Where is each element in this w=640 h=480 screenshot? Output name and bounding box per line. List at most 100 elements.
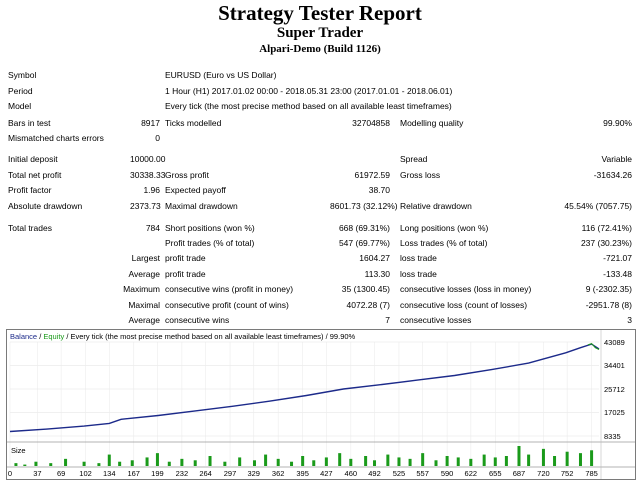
x-tick-label: 492 (368, 469, 381, 478)
x-tick-label: 427 (320, 469, 333, 478)
size-bar (338, 453, 342, 466)
report-cell: 9 (-2302.35) (585, 284, 632, 294)
size-bar (541, 448, 545, 466)
size-bar (252, 460, 256, 466)
size-bar (469, 458, 473, 466)
report-cell: 4072.28 (7) (346, 300, 390, 310)
size-bar (434, 460, 438, 466)
legend-description: / Every tick (the most precise method ba… (64, 332, 356, 341)
report-cell: 1 Hour (H1) 2017.01.02 00:00 - 2018.05.3… (165, 86, 453, 96)
report-cell: Expected payoff (165, 185, 226, 195)
x-tick-label: 297 (223, 469, 237, 478)
size-bar (565, 451, 569, 466)
report-cell: Mismatched charts errors (8, 133, 104, 143)
legend-balance: Balance (10, 332, 38, 341)
report-cell: profit trade (165, 269, 206, 279)
chart-legend: Balance / Equity / Every tick (the most … (10, 332, 355, 342)
size-bar (445, 456, 449, 466)
report-cell: loss trade (400, 269, 437, 279)
balance-chart: Balance / Equity / Every tick (the most … (6, 329, 636, 480)
report-cell: consecutive wins (profit in money) (165, 284, 294, 294)
size-bar (482, 454, 486, 466)
series-line-balance (9, 343, 600, 433)
size-bar (493, 457, 497, 466)
size-bar (397, 457, 401, 466)
report-cell: 7 (385, 315, 390, 325)
report-cell: Average (128, 269, 160, 279)
report-cell: Gross loss (400, 170, 441, 180)
report-cell: Spread (400, 154, 428, 164)
report-cell: 32704858 (352, 118, 390, 128)
x-tick-label: 557 (416, 469, 429, 478)
report-cell: Every tick (the most precise method base… (165, 101, 452, 111)
report-cell: Period (8, 86, 33, 96)
size-bar (155, 453, 159, 466)
report-cell: Maximum (123, 284, 160, 294)
y-tick-label: 17025 (604, 407, 625, 417)
report-cell: -133.48 (603, 269, 632, 279)
report-cell: 3 (627, 315, 632, 325)
ea-name: Super Trader (276, 25, 364, 41)
report-cell: 113.30 (364, 269, 390, 279)
size-bar (145, 457, 149, 466)
size-bar (49, 463, 53, 466)
report-cell: consecutive losses (400, 315, 472, 325)
report-cell: 1.96 (143, 185, 160, 195)
size-bar (97, 463, 101, 466)
report-cell: Short positions (won %) (165, 223, 255, 233)
x-tick-label: 0 (7, 469, 13, 478)
size-bar (421, 453, 425, 466)
size-bar (373, 460, 377, 466)
legend-equity: Equity (43, 332, 65, 341)
x-tick-label: 720 (537, 469, 550, 478)
report-cell: Total net profit (8, 170, 62, 180)
report-cell: -31634.26 (593, 170, 632, 180)
report-cell: Profit trades (% of total) (165, 238, 255, 248)
y-tick-label: 8335 (604, 431, 621, 441)
size-bar (590, 450, 594, 466)
report-cell: 784 (145, 223, 160, 233)
report-cell: profit trade (165, 253, 206, 263)
size-bar (504, 456, 508, 466)
report-cell: consecutive profit (count of wins) (165, 300, 289, 310)
report-cell: 99.90% (603, 118, 632, 128)
y-tick-label: 34401 (604, 360, 625, 370)
report-cell: 10000.00 (130, 154, 166, 164)
size-bar (578, 453, 582, 466)
report-cell: 8917 (141, 118, 160, 128)
series-line-equity (587, 343, 600, 350)
x-tick-label: 329 (247, 469, 260, 478)
size-bar (456, 457, 460, 466)
size-bar (312, 460, 316, 466)
report-cell: Model (8, 101, 32, 111)
report-title: Strategy Tester Report (218, 1, 422, 25)
report-cell: Long positions (won %) (400, 223, 489, 233)
x-tick-label: 460 (344, 469, 358, 478)
report-cell: Absolute drawdown (8, 201, 83, 211)
report-cell: 30338.33 (130, 170, 166, 180)
report-cell: Profit factor (8, 185, 52, 195)
x-tick-label: 69 (56, 469, 66, 478)
size-bar (118, 461, 122, 466)
report-cell: 61972.59 (354, 170, 390, 180)
size-bar (301, 456, 305, 466)
report-cell: 0 (155, 133, 160, 143)
size-bar (107, 454, 111, 466)
report-cell: Ticks modelled (165, 118, 222, 128)
size-bar (130, 460, 134, 466)
size-bar (290, 461, 294, 466)
size-bar (386, 454, 390, 466)
report-cell: 38.70 (368, 185, 390, 195)
report-cell: Loss trades (% of total) (400, 238, 488, 248)
size-bar (208, 456, 212, 466)
report-cell: consecutive wins (165, 315, 230, 325)
report-cell: Relative drawdown (400, 201, 472, 211)
size-bar (23, 464, 27, 466)
size-bar (180, 458, 184, 466)
report-cell: Bars in test (8, 118, 51, 128)
report-cell: 35 (1300.45) (341, 284, 390, 294)
report-cell: -721.07 (603, 253, 632, 263)
x-tick-label: 362 (271, 469, 285, 478)
x-tick-label: 687 (512, 469, 526, 478)
size-bar (64, 458, 68, 466)
